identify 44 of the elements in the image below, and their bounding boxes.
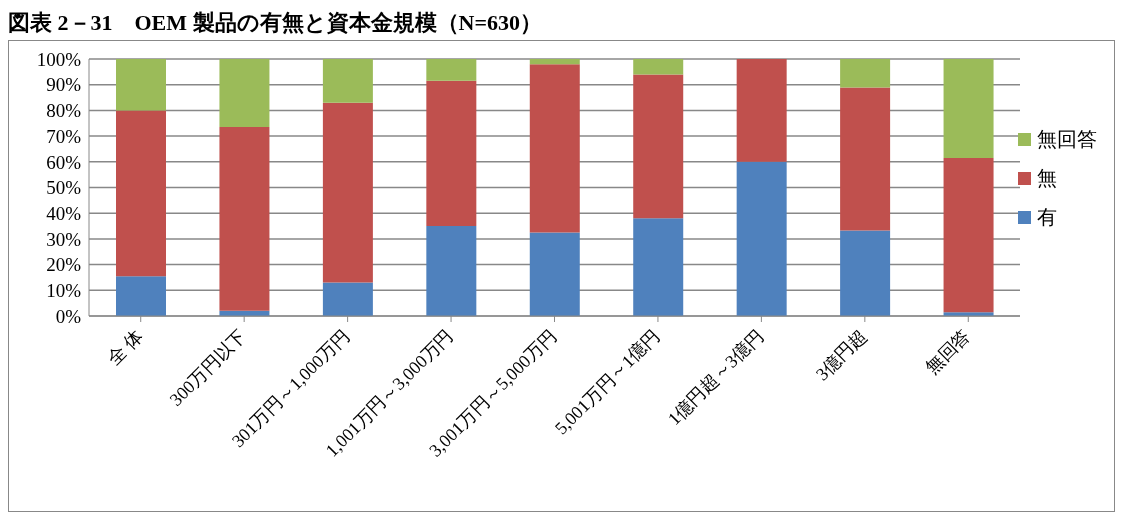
legend-label: 無回答 bbox=[1037, 127, 1097, 152]
bar bbox=[943, 157, 994, 313]
legend-label: 無 bbox=[1037, 166, 1057, 191]
bar bbox=[840, 59, 891, 88]
bar bbox=[322, 59, 373, 103]
bar bbox=[322, 102, 373, 283]
x-tick-label: 1億円超～3億円 bbox=[663, 325, 768, 429]
y-tick-label: 30% bbox=[46, 228, 82, 250]
x-tick-label: 無回答 bbox=[921, 325, 975, 378]
bar bbox=[116, 276, 166, 316]
bar bbox=[529, 64, 580, 233]
bar bbox=[840, 230, 891, 316]
y-tick-label: 10% bbox=[46, 280, 82, 302]
x-tick-label: 全 体 bbox=[103, 325, 147, 369]
y-tick-label: 70% bbox=[46, 125, 82, 147]
y-tick-label: 0% bbox=[55, 305, 82, 327]
bar bbox=[633, 74, 684, 219]
bar bbox=[426, 226, 477, 316]
x-tick-label: 300万円以下 bbox=[165, 325, 250, 410]
bar bbox=[736, 59, 787, 162]
bar bbox=[633, 59, 684, 75]
bar bbox=[840, 87, 891, 231]
y-tick-label: 20% bbox=[46, 254, 82, 276]
y-tick-label: 40% bbox=[46, 202, 82, 224]
y-tick-label: 90% bbox=[46, 74, 82, 96]
bar bbox=[219, 127, 270, 311]
y-tick-label: 60% bbox=[46, 151, 82, 173]
bar bbox=[943, 59, 994, 158]
bar bbox=[219, 59, 270, 128]
bar bbox=[116, 110, 166, 277]
y-tick-label: 100% bbox=[36, 48, 82, 70]
bar bbox=[116, 59, 166, 111]
bar bbox=[633, 218, 684, 316]
legend-label: 有 bbox=[1037, 205, 1057, 230]
bar bbox=[529, 59, 580, 65]
y-tick-label: 80% bbox=[46, 100, 82, 122]
bar bbox=[322, 282, 373, 316]
bar bbox=[426, 59, 477, 81]
bar bbox=[426, 80, 477, 227]
x-tick-label: 3億円超 bbox=[811, 325, 871, 385]
y-tick-label: 50% bbox=[46, 177, 82, 199]
chart-title: 図表 2－31 OEM 製品の有無と資本金規模（N=630） bbox=[8, 9, 543, 37]
bar bbox=[736, 161, 787, 316]
bar bbox=[529, 232, 580, 316]
